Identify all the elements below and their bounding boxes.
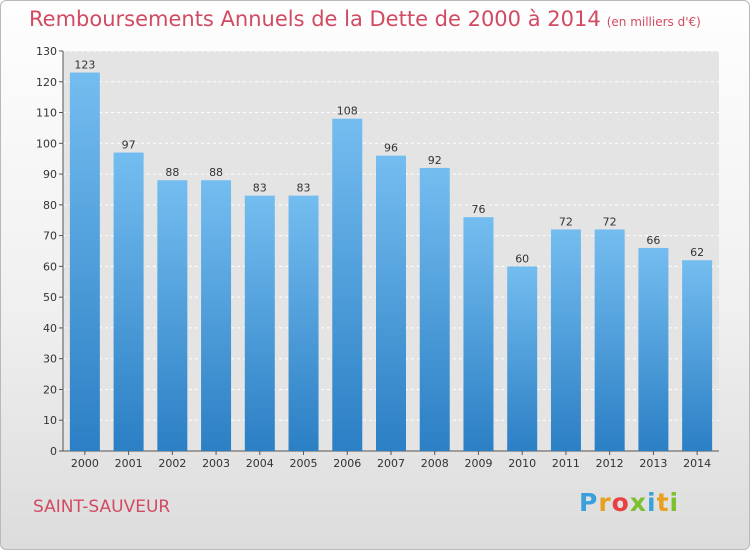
place-name: SAINT-SAUVEUR (33, 497, 171, 517)
bar (463, 217, 494, 451)
bar-value-label: 60 (515, 252, 529, 265)
bar (376, 155, 406, 451)
y-tick-label: 60 (43, 260, 57, 273)
bar (550, 229, 581, 451)
x-tick-label: 2005 (290, 457, 318, 470)
bar (69, 72, 100, 452)
bar-value-label: 72 (559, 215, 573, 228)
bar (244, 195, 275, 451)
bar-value-label: 72 (603, 215, 617, 228)
logo-letter: x (629, 488, 647, 517)
x-tick-label: 2004 (246, 457, 274, 470)
y-tick-label: 90 (43, 168, 57, 181)
x-tick-label: 2000 (71, 457, 99, 470)
title-text: Remboursements Annuels de la Dette de 20… (29, 7, 601, 31)
bar-value-label: 108 (337, 105, 358, 118)
bar-value-label: 76 (471, 203, 485, 216)
title-unit: (en milliers d'€) (606, 15, 701, 29)
bar (638, 247, 669, 451)
logo-letter: r (598, 488, 612, 517)
bar (594, 229, 625, 451)
bar-value-label: 88 (165, 166, 179, 179)
x-tick-label: 2014 (683, 457, 711, 470)
proxiti-logo: Proxiti (579, 488, 679, 517)
bar (682, 260, 713, 451)
x-tick-label: 2006 (333, 457, 361, 470)
bar (288, 195, 319, 451)
bar-value-label: 83 (253, 182, 267, 195)
x-tick-label: 2013 (639, 457, 667, 470)
bar (113, 152, 144, 452)
chart-title: Remboursements Annuels de la Dette de 20… (29, 7, 701, 31)
bar (157, 180, 188, 451)
y-tick-label: 70 (43, 230, 57, 243)
x-tick-label: 2002 (158, 457, 186, 470)
bar-value-label: 92 (428, 154, 442, 167)
bar-value-label: 97 (122, 139, 136, 152)
y-tick-label: 130 (36, 45, 57, 58)
bar-value-label: 66 (646, 234, 660, 247)
bar-value-label: 123 (74, 59, 95, 72)
bar (507, 266, 538, 451)
x-tick-label: 2008 (421, 457, 449, 470)
x-tick-label: 2012 (596, 457, 624, 470)
x-tick-label: 2009 (464, 457, 492, 470)
bar-value-label: 96 (384, 142, 398, 155)
x-tick-label: 2001 (115, 457, 143, 470)
x-tick-label: 2011 (552, 457, 580, 470)
x-tick-label: 2003 (202, 457, 230, 470)
y-tick-label: 10 (43, 414, 57, 427)
bar (332, 118, 363, 451)
bar-value-label: 83 (297, 182, 311, 195)
logo-letter: i (647, 488, 657, 517)
logo-letter: t (656, 488, 670, 517)
y-tick-label: 0 (50, 445, 57, 458)
y-tick-label: 80 (43, 199, 57, 212)
bar-value-label: 62 (690, 246, 704, 259)
y-tick-label: 40 (43, 322, 57, 335)
bar (201, 180, 232, 451)
logo-letter: P (579, 488, 599, 517)
x-tick-label: 2010 (508, 457, 536, 470)
logo-letter: i (669, 488, 680, 517)
y-tick-label: 30 (43, 353, 57, 366)
y-tick-label: 100 (36, 137, 57, 150)
logo-letter: o (611, 488, 630, 517)
y-tick-label: 20 (43, 383, 57, 396)
y-tick-label: 50 (43, 291, 57, 304)
y-tick-label: 110 (36, 107, 57, 120)
y-tick-label: 120 (36, 76, 57, 89)
x-tick-label: 2007 (377, 457, 405, 470)
bar (419, 167, 450, 451)
bar-value-label: 88 (209, 166, 223, 179)
